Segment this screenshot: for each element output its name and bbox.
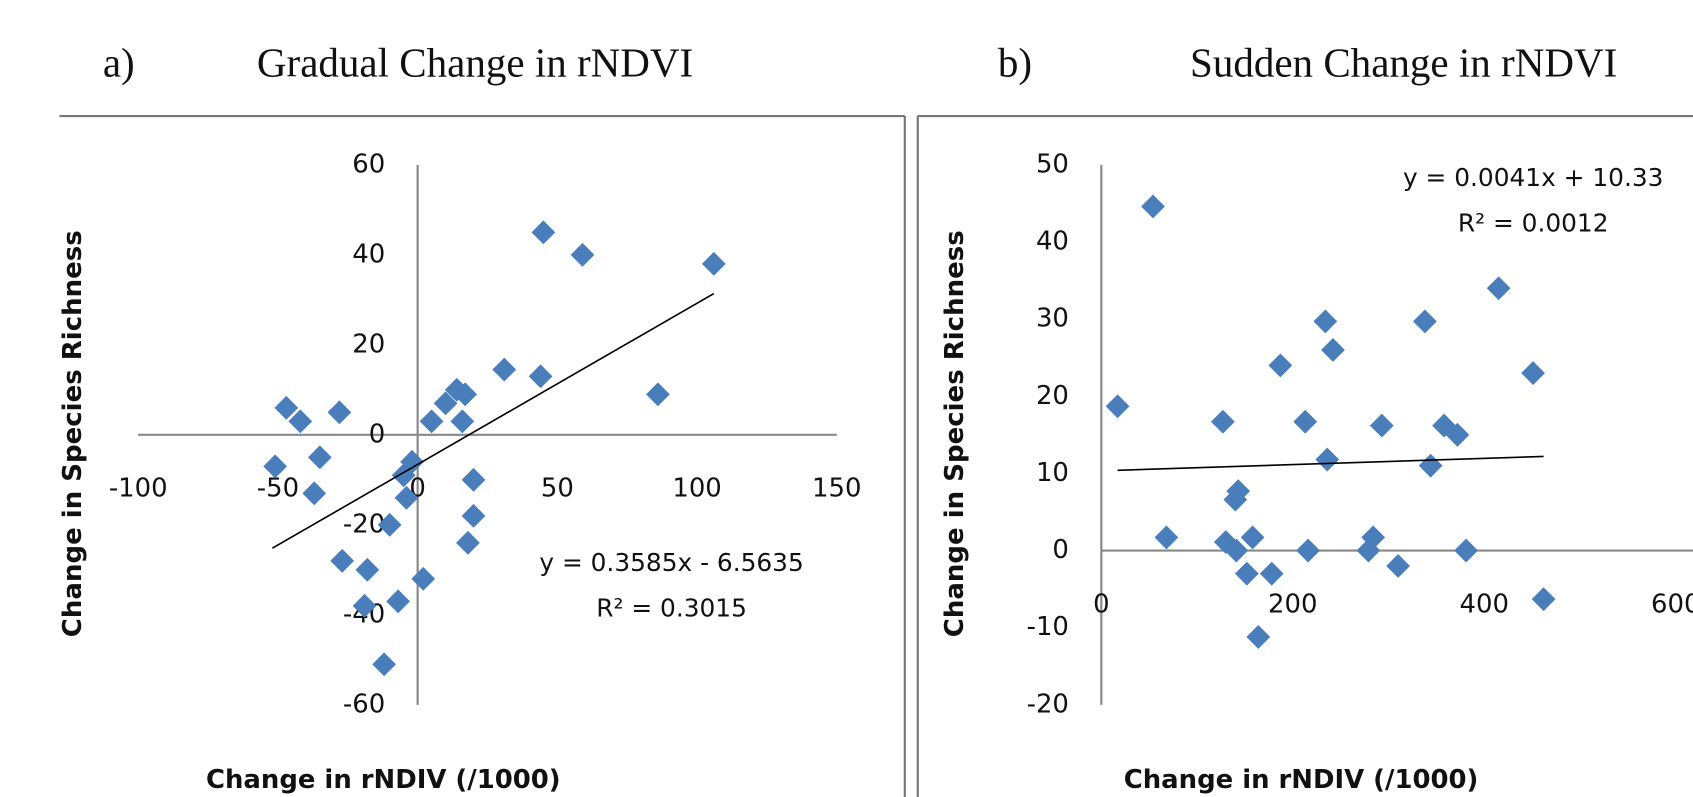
point: [1246, 625, 1271, 649]
point: [646, 382, 670, 407]
point: [1315, 447, 1340, 472]
point: [531, 220, 556, 245]
point: [377, 512, 402, 537]
trend-r-squared: R² = 0.3015: [596, 593, 747, 622]
x-tick-label: 400: [1460, 589, 1509, 619]
point: [302, 481, 327, 506]
point: [1154, 525, 1179, 550]
trend-equation: y = 0.3585x - 6.5635: [539, 548, 803, 577]
y-axis-label: Change in Species Richness: [940, 230, 970, 637]
x-tick-label: -50: [257, 474, 299, 504]
y-axis-label: Change in Species Richness: [58, 230, 88, 637]
y-tick-label: 30: [1036, 304, 1069, 334]
point: [701, 251, 726, 276]
point: [327, 400, 352, 425]
point: [1454, 538, 1478, 563]
x-tick-label: 100: [672, 474, 721, 504]
y-tick-label: 20: [352, 329, 385, 359]
point: [1531, 587, 1556, 612]
point: [1413, 309, 1437, 334]
x-tick-label: 600: [1651, 589, 1693, 619]
point: [1418, 453, 1443, 478]
point: [1521, 361, 1545, 386]
y-tick-label: -20: [343, 509, 385, 539]
point: [1321, 338, 1345, 362]
point: [1234, 561, 1259, 586]
point: [1486, 276, 1511, 301]
x-axis-label: Change in rNDIV (/1000): [206, 765, 561, 795]
chart-title: Gradual Change in rNDVI: [257, 40, 693, 86]
y-tick-label: 50: [1036, 149, 1069, 179]
point: [456, 530, 480, 555]
trendline: [271, 292, 715, 549]
point: [263, 454, 288, 479]
point: [1445, 422, 1470, 447]
point: [570, 242, 595, 267]
point: [450, 409, 475, 434]
point: [372, 652, 396, 677]
point: [307, 445, 332, 470]
point: [1259, 561, 1284, 586]
point: [1293, 409, 1318, 434]
point: [1296, 538, 1320, 563]
point: [386, 589, 410, 614]
point: [1105, 394, 1130, 419]
point: [433, 391, 458, 416]
point: [1211, 409, 1235, 434]
trend-r-squared: R² = 0.0012: [1458, 208, 1609, 237]
point: [1223, 487, 1248, 512]
point: [1268, 353, 1293, 378]
x-tick-label: 0: [1093, 589, 1109, 619]
x-tick-label: 150: [812, 474, 861, 504]
y-tick-label: -20: [1027, 689, 1069, 719]
point: [1369, 413, 1394, 438]
panel-label: a): [103, 40, 135, 87]
point: [461, 467, 486, 492]
y-tick-label: -60: [343, 689, 385, 719]
x-tick-label: 50: [541, 474, 574, 504]
point: [419, 409, 444, 434]
point: [528, 364, 553, 389]
point: [330, 548, 355, 573]
point: [1224, 538, 1249, 563]
x-tick-label: 200: [1268, 589, 1317, 619]
y-tick-label: 40: [1036, 226, 1069, 256]
y-tick-label: 10: [1036, 458, 1069, 488]
point: [1313, 309, 1338, 334]
point: [1386, 554, 1410, 578]
y-tick-label: 20: [1036, 381, 1069, 411]
x-tick-label: -100: [109, 474, 168, 504]
point: [411, 566, 436, 591]
y-tick-label: 60: [352, 149, 385, 179]
point: [1240, 525, 1265, 550]
panel-label: b): [998, 40, 1032, 87]
y-tick-label: -10: [1027, 612, 1069, 642]
point: [355, 557, 380, 582]
point: [1361, 525, 1386, 550]
trendline: [1117, 455, 1544, 472]
chart-title: Sudden Change in rNDVI: [1190, 40, 1617, 86]
y-tick-label: 0: [369, 419, 385, 449]
point: [274, 395, 299, 420]
trend-equation: y = 0.0041x + 10.33: [1403, 163, 1663, 192]
y-tick-label: 0: [1052, 535, 1068, 565]
y-tick-label: 40: [352, 239, 385, 269]
point: [1141, 194, 1165, 219]
point: [288, 409, 313, 434]
x-axis-label: Change in rNDIV (/1000): [1124, 765, 1479, 795]
point: [492, 357, 517, 382]
point: [352, 593, 377, 618]
point: [461, 503, 486, 528]
